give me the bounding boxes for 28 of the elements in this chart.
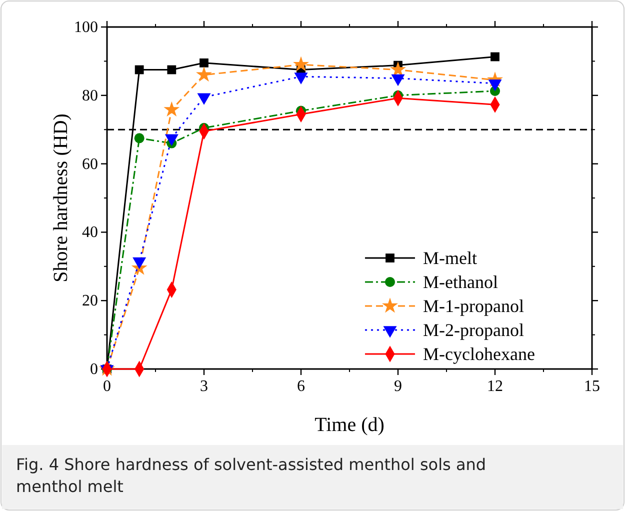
y-axis-title: Shore hardness (HD)	[50, 114, 72, 282]
legend-label: M-ethanol	[423, 272, 498, 292]
legend-label: M-cyclohexane	[423, 344, 535, 364]
legend-label: M-2-propanol	[423, 320, 524, 340]
x-tick-label: 15	[584, 378, 600, 395]
legend-label: M-1-propanol	[423, 296, 524, 316]
x-tick-label: 6	[297, 378, 305, 395]
point	[167, 65, 176, 74]
point	[490, 52, 500, 62]
legend-label: M-melt	[423, 248, 477, 268]
point	[164, 101, 180, 117]
caption: Fig. 4 Shore hardness of solvent-assisted menthol sols and menthol melt	[16, 455, 486, 496]
x-axis-title: Time (d)	[314, 414, 384, 436]
point	[200, 58, 208, 68]
point	[134, 65, 144, 74]
y-tick-label: 40	[82, 224, 98, 242]
y-tick-label: 80	[82, 87, 98, 104]
point	[293, 56, 309, 72]
x-tick-label: 12	[487, 378, 503, 395]
point	[196, 66, 212, 82]
y-tick-label: 100	[74, 19, 98, 36]
y-tick-label: 60	[82, 156, 98, 173]
point	[134, 133, 144, 144]
y-tick-label: 0	[90, 361, 98, 378]
x-tick-label: 0	[103, 378, 111, 395]
x-tick-label: 9	[394, 378, 402, 395]
x-tick-label: 3	[200, 378, 208, 395]
y-tick-label: 20	[82, 292, 98, 310]
